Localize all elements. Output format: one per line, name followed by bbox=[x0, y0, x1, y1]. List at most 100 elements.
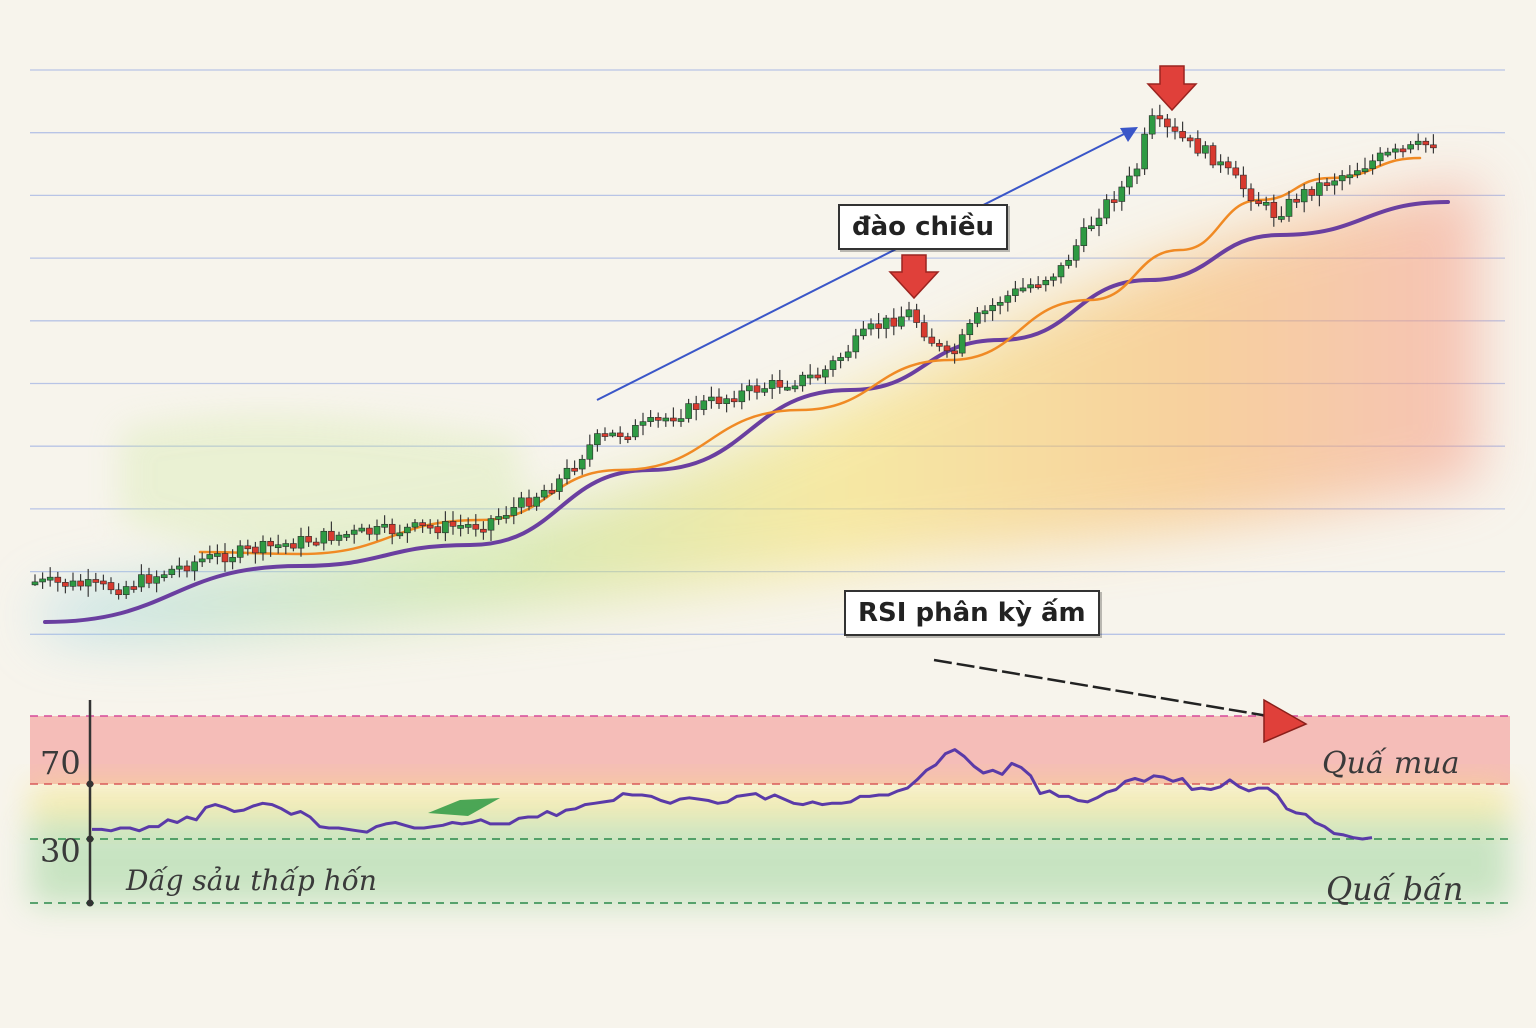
candle-up bbox=[1369, 160, 1376, 169]
candle-down bbox=[107, 582, 115, 591]
candle-down bbox=[943, 345, 951, 352]
candle-down bbox=[1224, 161, 1232, 169]
candle-up bbox=[974, 312, 981, 324]
candle-down bbox=[130, 586, 138, 590]
candle-up bbox=[191, 561, 198, 572]
candle-down bbox=[1186, 137, 1194, 142]
candle-up bbox=[46, 576, 54, 581]
candle-up bbox=[822, 369, 829, 378]
candle-up bbox=[1346, 174, 1354, 179]
candle-up bbox=[996, 302, 1004, 306]
candle-up bbox=[784, 386, 791, 391]
candle-up bbox=[632, 425, 639, 438]
candle-down bbox=[951, 350, 958, 355]
candle-down bbox=[221, 553, 229, 563]
candle-up bbox=[829, 360, 837, 370]
candle-up bbox=[1338, 175, 1346, 182]
candle-up bbox=[160, 574, 168, 578]
candle-down bbox=[670, 417, 677, 422]
candle-down bbox=[1323, 182, 1331, 187]
candle-up bbox=[373, 526, 381, 535]
candle-down bbox=[426, 524, 434, 529]
candle-down bbox=[1308, 189, 1316, 196]
candle-down bbox=[1270, 201, 1278, 218]
candle-down bbox=[875, 323, 882, 329]
candle-up bbox=[1027, 284, 1034, 289]
candle-down bbox=[928, 336, 936, 344]
candle-up bbox=[594, 433, 601, 446]
candle-down bbox=[1240, 174, 1247, 190]
candle-up bbox=[1300, 189, 1308, 203]
candle-up bbox=[1012, 288, 1019, 296]
candle-up bbox=[381, 523, 388, 528]
candle-down bbox=[624, 436, 632, 440]
candle-up bbox=[844, 351, 852, 358]
candle-down bbox=[936, 343, 943, 347]
candle-up bbox=[966, 323, 974, 336]
candle-up bbox=[799, 374, 806, 387]
candle-up bbox=[867, 323, 875, 330]
candle-down bbox=[913, 309, 920, 323]
candle-up bbox=[905, 309, 913, 318]
candle-up bbox=[852, 335, 860, 353]
candle-up bbox=[1118, 186, 1126, 202]
candle-up bbox=[259, 540, 267, 554]
candle-up bbox=[274, 544, 282, 549]
candle-up bbox=[1285, 198, 1293, 217]
candle-up bbox=[442, 521, 449, 534]
candle-up bbox=[1126, 175, 1133, 188]
candle-up bbox=[343, 534, 350, 538]
candle-up bbox=[1392, 148, 1399, 153]
candle-up bbox=[738, 390, 746, 403]
candle-down bbox=[419, 522, 426, 526]
candle-up bbox=[138, 574, 145, 588]
candle-down bbox=[92, 579, 100, 583]
candle-down bbox=[183, 565, 191, 572]
tick-label-70: 70 bbox=[40, 744, 81, 782]
candle-up bbox=[989, 305, 996, 312]
candle-down bbox=[244, 545, 252, 550]
candle-up bbox=[761, 388, 768, 393]
candle-up bbox=[1141, 133, 1148, 170]
candle-up bbox=[487, 518, 495, 531]
candle-down bbox=[145, 574, 153, 584]
candle-up bbox=[31, 581, 39, 586]
candle-up bbox=[1354, 170, 1361, 176]
tick-label-30: 30 bbox=[40, 832, 81, 870]
candle-down bbox=[1255, 200, 1262, 205]
candle-up bbox=[396, 532, 404, 537]
candle-up bbox=[882, 317, 890, 329]
rsi-line bbox=[92, 748, 1373, 841]
candle-up bbox=[1262, 201, 1270, 206]
candle-down bbox=[730, 398, 738, 403]
candle-up bbox=[1148, 115, 1156, 135]
candle-up bbox=[39, 578, 46, 583]
candle-up bbox=[1376, 152, 1384, 162]
candle-down bbox=[654, 417, 662, 421]
reversal-arrow-2 bbox=[1146, 65, 1198, 112]
candle-down bbox=[480, 528, 487, 533]
candle-up bbox=[176, 565, 183, 570]
reversal-arrow-1 bbox=[888, 254, 940, 300]
candle-up bbox=[662, 417, 670, 422]
candle-down bbox=[1156, 115, 1164, 120]
candle-up bbox=[214, 553, 221, 557]
candle-up bbox=[168, 568, 176, 575]
candle-up bbox=[297, 536, 305, 549]
candle-up bbox=[768, 380, 776, 389]
candle-up bbox=[639, 421, 647, 426]
candle-up bbox=[495, 516, 502, 520]
candle-up bbox=[837, 357, 844, 361]
candle-up bbox=[1042, 279, 1050, 286]
candle-down bbox=[62, 582, 69, 587]
candle-up bbox=[677, 418, 685, 422]
trend-arrow bbox=[596, 127, 1138, 401]
divergence-arrow bbox=[933, 658, 1308, 744]
candle-up bbox=[860, 328, 867, 337]
candle-up bbox=[502, 515, 510, 519]
oversold-zone bbox=[30, 820, 1510, 905]
candle-down bbox=[776, 380, 784, 388]
candle-down bbox=[449, 521, 457, 527]
candle-up bbox=[746, 385, 753, 392]
